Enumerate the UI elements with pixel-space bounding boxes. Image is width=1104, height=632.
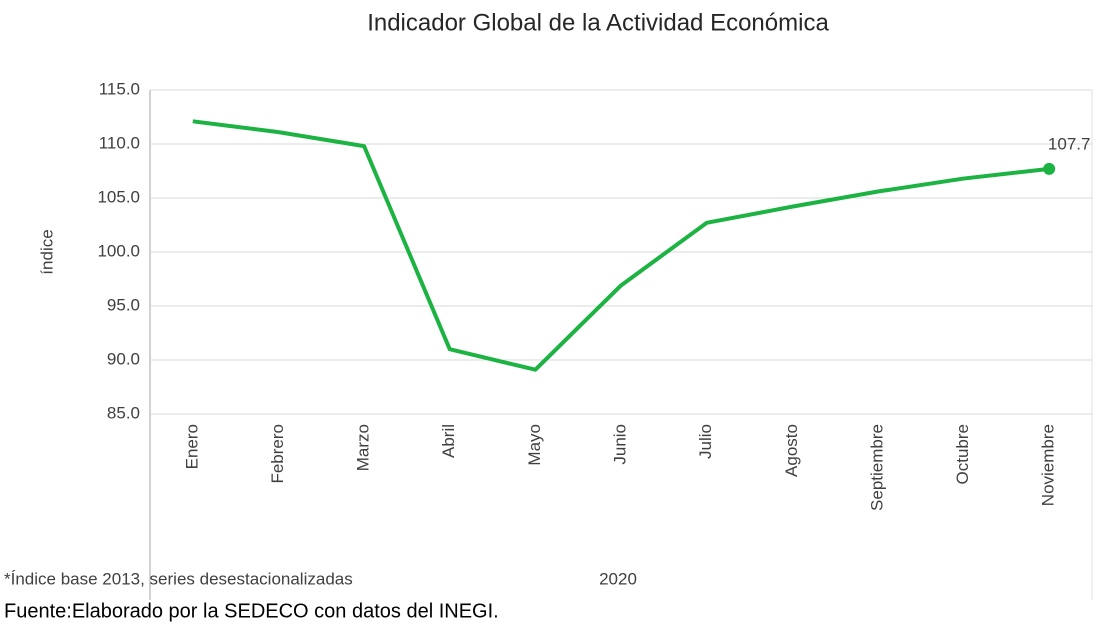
y-tick-label: 110.0 <box>99 133 140 152</box>
y-tick-label: 85.0 <box>107 403 140 422</box>
chart-title: Indicador Global de la Actividad Económi… <box>367 9 829 36</box>
x-tick-label: Enero <box>182 424 201 469</box>
x-tick-label: Noviembre <box>1039 424 1058 506</box>
end-marker <box>1043 162 1056 175</box>
x-tick-label: Febrero <box>268 424 287 484</box>
y-tick-label: 90.0 <box>107 349 140 368</box>
x-tick-label: Julio <box>696 424 715 459</box>
y-tick-label: 115.0 <box>99 79 140 98</box>
x-tick-label: Mayo <box>525 424 544 466</box>
x-tick-label: Junio <box>610 424 629 465</box>
y-tick-label: 95.0 <box>107 295 140 314</box>
x-tick-label: Octubre <box>953 424 972 484</box>
x-axis-label: 2020 <box>599 569 637 588</box>
x-tick-label: Marzo <box>354 424 373 471</box>
data-label: 107.7 <box>1048 134 1091 153</box>
y-axis-label: índice <box>37 229 56 274</box>
footnote: *Índice base 2013, series desestacionali… <box>4 569 353 588</box>
x-tick-label: Abril <box>439 424 458 458</box>
series-line <box>192 119 1050 372</box>
y-tick-label: 100.0 <box>97 241 140 260</box>
y-tick-label: 105.0 <box>97 187 140 206</box>
x-tick-label: Agosto <box>782 424 801 477</box>
x-tick-label: Septiembre <box>867 424 886 511</box>
source: Fuente:Elaborado por la SEDECO con datos… <box>4 600 499 622</box>
